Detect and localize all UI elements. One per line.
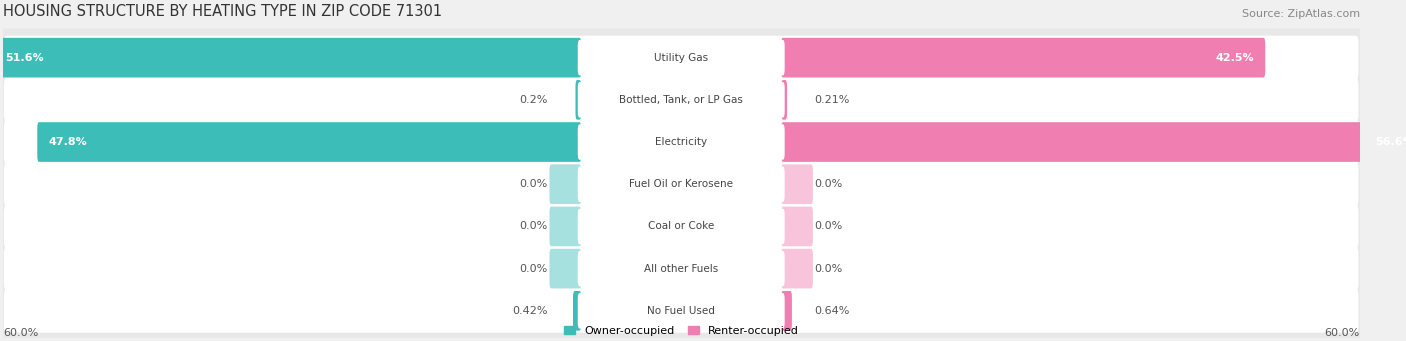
Text: 47.8%: 47.8% bbox=[48, 137, 87, 147]
Text: 0.0%: 0.0% bbox=[814, 264, 842, 273]
FancyBboxPatch shape bbox=[38, 122, 581, 162]
Text: Fuel Oil or Kerosene: Fuel Oil or Kerosene bbox=[630, 179, 733, 189]
Text: Bottled, Tank, or LP Gas: Bottled, Tank, or LP Gas bbox=[619, 95, 744, 105]
Text: 0.42%: 0.42% bbox=[512, 306, 548, 316]
Text: Electricity: Electricity bbox=[655, 137, 707, 147]
Text: 0.0%: 0.0% bbox=[814, 179, 842, 189]
Text: 60.0%: 60.0% bbox=[1324, 328, 1360, 338]
FancyBboxPatch shape bbox=[0, 239, 1362, 298]
Text: No Fuel Used: No Fuel Used bbox=[647, 306, 716, 316]
FancyBboxPatch shape bbox=[4, 205, 1358, 248]
FancyBboxPatch shape bbox=[578, 293, 785, 328]
FancyBboxPatch shape bbox=[782, 207, 813, 246]
FancyBboxPatch shape bbox=[0, 282, 1362, 340]
FancyBboxPatch shape bbox=[578, 124, 785, 160]
FancyBboxPatch shape bbox=[0, 38, 581, 77]
FancyBboxPatch shape bbox=[0, 29, 1362, 87]
FancyBboxPatch shape bbox=[578, 40, 785, 75]
FancyBboxPatch shape bbox=[550, 249, 581, 288]
FancyBboxPatch shape bbox=[0, 197, 1362, 255]
Text: 0.0%: 0.0% bbox=[520, 179, 548, 189]
Text: Coal or Coke: Coal or Coke bbox=[648, 221, 714, 232]
FancyBboxPatch shape bbox=[550, 164, 581, 204]
FancyBboxPatch shape bbox=[4, 247, 1358, 291]
FancyBboxPatch shape bbox=[578, 82, 785, 118]
FancyBboxPatch shape bbox=[575, 80, 581, 120]
FancyBboxPatch shape bbox=[4, 36, 1358, 79]
FancyBboxPatch shape bbox=[0, 71, 1362, 129]
Text: 0.21%: 0.21% bbox=[814, 95, 851, 105]
Text: 0.64%: 0.64% bbox=[814, 306, 851, 316]
Text: 0.0%: 0.0% bbox=[520, 264, 548, 273]
FancyBboxPatch shape bbox=[574, 291, 581, 331]
FancyBboxPatch shape bbox=[0, 113, 1362, 171]
Text: HOUSING STRUCTURE BY HEATING TYPE IN ZIP CODE 71301: HOUSING STRUCTURE BY HEATING TYPE IN ZIP… bbox=[3, 4, 441, 19]
FancyBboxPatch shape bbox=[782, 291, 792, 331]
FancyBboxPatch shape bbox=[578, 209, 785, 244]
Text: 42.5%: 42.5% bbox=[1216, 53, 1254, 63]
Text: 0.2%: 0.2% bbox=[519, 95, 548, 105]
FancyBboxPatch shape bbox=[782, 122, 1406, 162]
FancyBboxPatch shape bbox=[550, 207, 581, 246]
Text: 51.6%: 51.6% bbox=[6, 53, 44, 63]
FancyBboxPatch shape bbox=[4, 78, 1358, 122]
FancyBboxPatch shape bbox=[4, 162, 1358, 206]
Text: Source: ZipAtlas.com: Source: ZipAtlas.com bbox=[1241, 9, 1360, 19]
Legend: Owner-occupied, Renter-occupied: Owner-occupied, Renter-occupied bbox=[564, 326, 799, 336]
FancyBboxPatch shape bbox=[4, 120, 1358, 164]
FancyBboxPatch shape bbox=[782, 249, 813, 288]
Text: All other Fuels: All other Fuels bbox=[644, 264, 718, 273]
FancyBboxPatch shape bbox=[0, 155, 1362, 213]
Text: 56.6%: 56.6% bbox=[1375, 137, 1406, 147]
Text: Utility Gas: Utility Gas bbox=[654, 53, 709, 63]
FancyBboxPatch shape bbox=[578, 251, 785, 286]
Text: 0.0%: 0.0% bbox=[814, 221, 842, 232]
FancyBboxPatch shape bbox=[782, 80, 787, 120]
Text: 60.0%: 60.0% bbox=[3, 328, 38, 338]
FancyBboxPatch shape bbox=[4, 289, 1358, 333]
FancyBboxPatch shape bbox=[578, 166, 785, 202]
Text: 0.0%: 0.0% bbox=[520, 221, 548, 232]
FancyBboxPatch shape bbox=[782, 38, 1265, 77]
FancyBboxPatch shape bbox=[782, 164, 813, 204]
